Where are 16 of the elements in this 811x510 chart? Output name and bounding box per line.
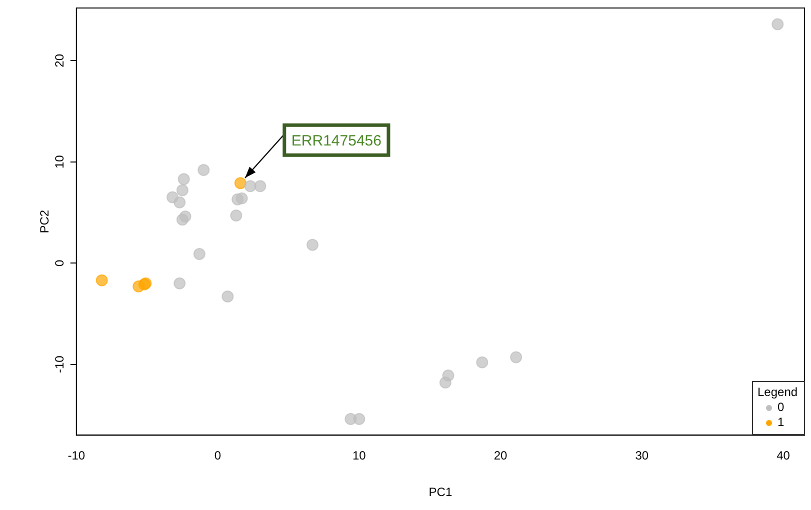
- x-tick-label: 0: [214, 448, 222, 463]
- x-axis-title: PC1: [428, 485, 452, 500]
- x-tick-label: -10: [68, 448, 86, 463]
- legend-title: Legend: [758, 385, 798, 400]
- annotation: ERR1475456: [291, 132, 382, 150]
- y-tick-label: 0: [52, 259, 67, 266]
- y-tick-label: 20: [52, 54, 67, 68]
- x-tick-label: 40: [776, 448, 790, 463]
- x-tick-label: 20: [494, 448, 508, 463]
- y-tick-label: -10: [52, 355, 67, 374]
- legend-label: 1: [778, 415, 784, 430]
- y-tick-label: 10: [52, 154, 67, 169]
- x-tick-label: 30: [635, 448, 649, 463]
- legend-label: 0: [778, 400, 784, 416]
- x-tick-label: 10: [352, 448, 366, 463]
- y-axis-title: PC2: [38, 210, 52, 234]
